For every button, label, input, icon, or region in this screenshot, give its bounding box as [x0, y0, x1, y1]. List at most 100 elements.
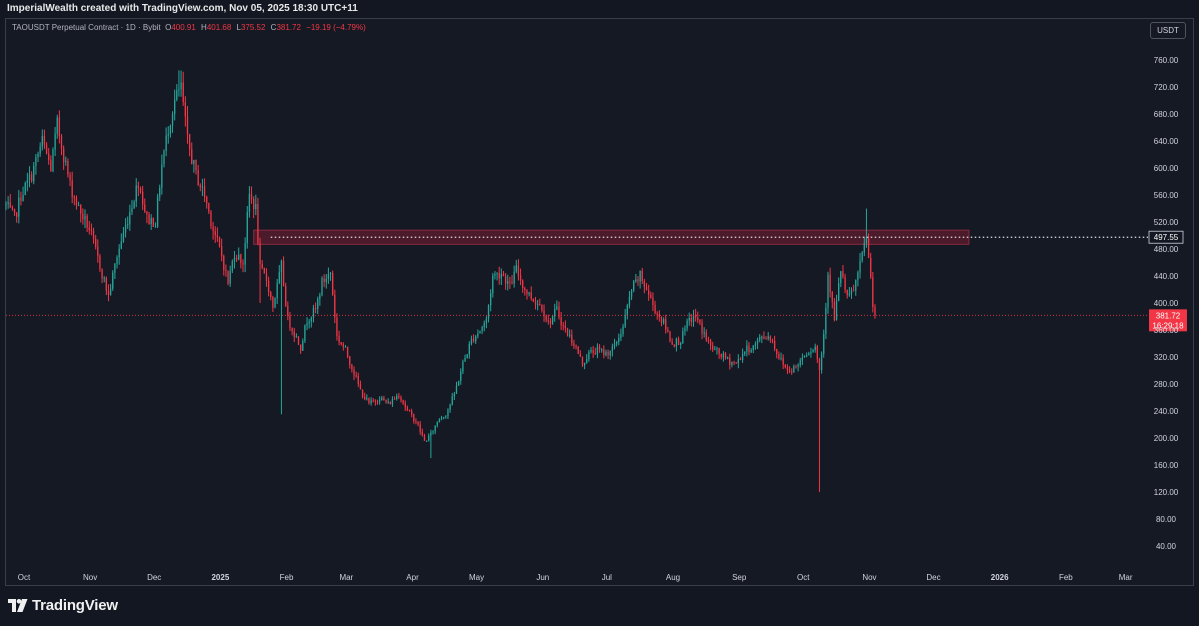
candle-body: [870, 257, 872, 278]
candle-body: [667, 329, 669, 332]
candle-body: [304, 325, 306, 342]
candle-body: [216, 235, 219, 238]
tradingview-brand[interactable]: TradingView: [8, 597, 118, 614]
candle-body: [496, 273, 498, 275]
candle-body: [338, 335, 340, 343]
candle-body: [810, 352, 812, 354]
x-tick-label: Oct: [18, 573, 31, 582]
candle-body: [692, 314, 695, 322]
candle-body: [513, 271, 515, 284]
candle-body: [351, 364, 353, 370]
candle-body: [543, 310, 545, 317]
candle-body: [372, 400, 374, 402]
candle-body: [637, 279, 639, 282]
candle-body: [165, 135, 167, 151]
candle-body: [729, 357, 731, 365]
candle-body: [107, 290, 110, 295]
candle-body: [586, 359, 588, 363]
candle-body: [453, 393, 456, 397]
candle-body: [118, 248, 120, 258]
candle-body: [816, 346, 818, 360]
candle-body: [803, 355, 806, 358]
candle-body: [203, 186, 206, 197]
candle-body: [374, 400, 377, 402]
candle-body: [7, 202, 9, 204]
candle-body: [838, 283, 840, 301]
candle-body: [673, 344, 675, 347]
candle-body: [485, 318, 488, 324]
candle-body: [633, 281, 635, 291]
candle-body: [761, 336, 763, 338]
candle-body: [430, 432, 432, 436]
y-tick-label: 360.00: [1154, 326, 1179, 335]
candle-body: [280, 260, 283, 273]
candle-body: [28, 174, 31, 181]
candle-body: [554, 309, 556, 317]
candle-body: [321, 278, 323, 296]
candle-body: [43, 136, 46, 145]
candle-body: [327, 274, 330, 279]
ohlc-legend: TAOUSDT Perpetual Contract · 1D · Bybit …: [12, 23, 369, 32]
candle-body: [112, 272, 114, 289]
chart-frame[interactable]: [5, 18, 1194, 586]
candle-body: [5, 203, 7, 206]
candle-body: [349, 356, 351, 365]
candle-body: [547, 320, 549, 322]
candle-body: [658, 314, 660, 317]
candle-body: [793, 366, 795, 372]
candle-body: [556, 306, 558, 310]
candle-body: [355, 375, 357, 377]
candle-body: [835, 300, 838, 321]
candle-body: [665, 319, 667, 330]
candle-body: [344, 346, 347, 348]
candle-body: [677, 338, 680, 345]
candle-body: [210, 211, 212, 227]
candle-body: [282, 260, 285, 286]
candle-body: [184, 102, 187, 117]
y-tick-label: 560.00: [1154, 191, 1179, 200]
candle-body: [425, 440, 428, 442]
currency-button[interactable]: USDT: [1150, 22, 1186, 39]
candle-body: [662, 319, 665, 323]
candle-body: [492, 275, 494, 294]
y-tick-label: 40.00: [1156, 542, 1177, 551]
y-tick-label: 240.00: [1154, 407, 1179, 416]
candle-body: [524, 288, 526, 290]
candle-body: [144, 204, 146, 212]
candle-body: [855, 279, 857, 291]
candle-body: [291, 328, 293, 332]
candle-body: [174, 99, 176, 115]
x-tick-label: Dec: [147, 573, 161, 582]
candle-body: [613, 343, 616, 347]
candle-body: [697, 317, 699, 320]
candle-body: [844, 277, 846, 290]
candle-body: [195, 159, 197, 171]
candle-body: [684, 328, 686, 331]
candle-body: [850, 290, 853, 294]
x-tick-label: Dec: [926, 573, 940, 582]
x-tick-label: Mar: [1119, 573, 1133, 582]
candle-body: [218, 237, 221, 247]
candle-body: [472, 338, 475, 342]
tradingview-wordmark: TradingView: [32, 597, 118, 614]
candle-body: [601, 349, 603, 351]
candle-body: [20, 197, 22, 201]
candle-body: [562, 325, 564, 327]
candle-body: [801, 357, 804, 361]
candle-body: [504, 276, 507, 284]
candle-body: [88, 227, 90, 231]
candle-body: [545, 316, 547, 321]
candle-body: [831, 292, 833, 302]
candle-body: [618, 337, 620, 343]
candle-body: [319, 295, 321, 300]
candle-body: [413, 414, 415, 422]
candle-body: [438, 418, 441, 423]
candle-body: [285, 285, 287, 306]
candle-body: [560, 317, 562, 326]
candle-body: [176, 90, 178, 100]
candle-body: [788, 370, 791, 372]
y-tick-label: 320.00: [1154, 353, 1179, 362]
candle-body: [867, 238, 870, 258]
credit-text: ImperialWealth created with TradingView.…: [7, 3, 358, 14]
